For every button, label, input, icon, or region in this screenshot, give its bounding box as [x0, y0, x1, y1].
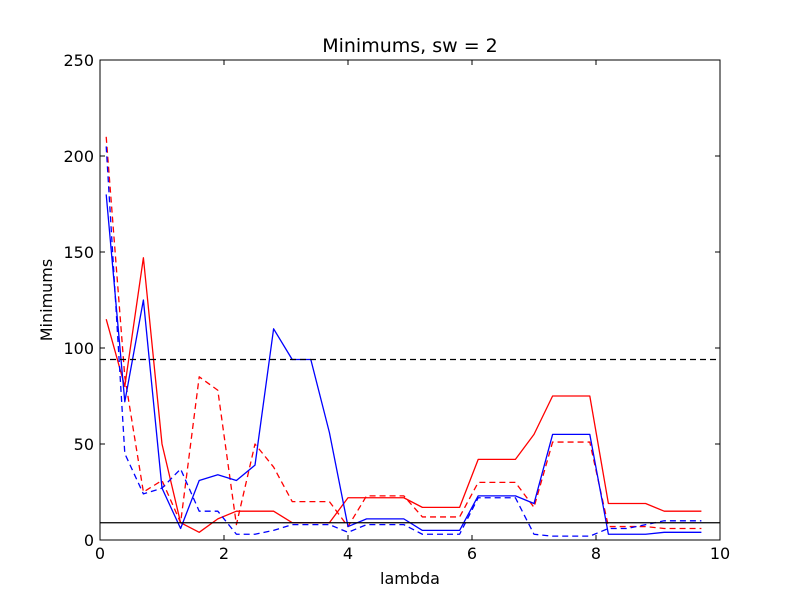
x-tick-label: 4 [343, 544, 353, 563]
y-axis-label: Minimums [37, 259, 56, 341]
plot-area [100, 136, 720, 537]
series-line-red-dashed [105, 136, 702, 530]
y-tick-label: 0 [84, 531, 94, 550]
y-tick-label: 250 [63, 51, 94, 70]
x-tick-label: 6 [467, 544, 477, 563]
y-tick-label: 50 [74, 435, 94, 454]
y-tick-label: 200 [63, 147, 94, 166]
x-tick-label: 8 [591, 544, 601, 563]
y-tick-label: 150 [63, 243, 94, 262]
x-tick-label: 0 [95, 544, 105, 563]
series-line-blue-dashed [105, 146, 702, 537]
x-axis-label: lambda [380, 569, 440, 588]
x-tick-label: 2 [219, 544, 229, 563]
x-tick-label: 10 [710, 544, 730, 563]
y-tick-label: 100 [63, 339, 94, 358]
series-line-red-solid [105, 257, 702, 533]
plot-frame [99, 59, 721, 541]
series-line-blue-solid [105, 194, 702, 535]
chart-title: Minimums, sw = 2 [322, 35, 498, 57]
